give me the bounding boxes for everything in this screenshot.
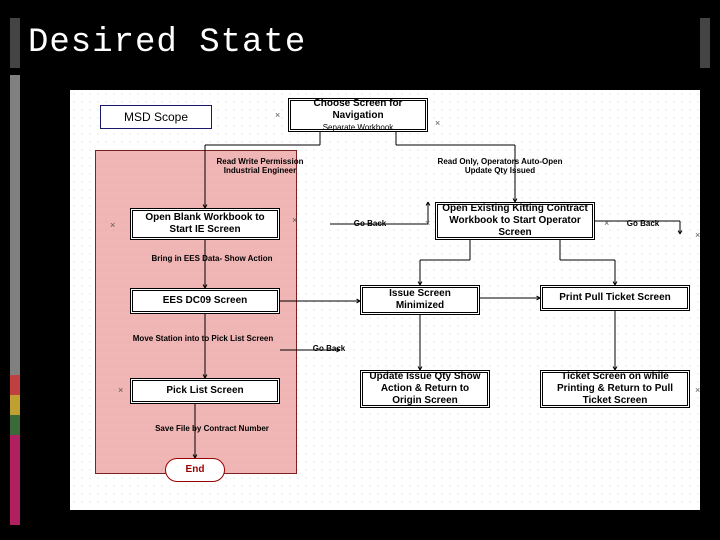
node-text: Choose Screen for Navigation: [295, 98, 421, 122]
edge-label-ro_perm: Read Only, Operators Auto-Open Update Qt…: [430, 158, 570, 176]
accent-bar: [10, 75, 20, 375]
node-text: Print Pull Ticket Screen: [547, 292, 683, 304]
edge-label-goback3: Go Back: [304, 345, 354, 354]
node-text: Update Issue Qty Show Action & Return to…: [367, 371, 483, 407]
flowchart-canvas: MSD Scope Choose Screen for NavigationSe…: [70, 90, 700, 510]
node-text: Open Existing Kitting Contract Workbook …: [442, 203, 588, 239]
node-op_open: Open Existing Kitting Contract Workbook …: [435, 202, 595, 240]
node-end: End: [165, 458, 225, 482]
node-subtext: Separate Workbook: [295, 123, 421, 133]
node-nav: Choose Screen for NavigationSeparate Wor…: [288, 98, 428, 132]
accent-bar: [10, 395, 20, 415]
node-text: Open Blank Workbook to Start IE Screen: [137, 212, 273, 236]
edge-label-goback2: Go Back: [618, 220, 668, 229]
node-text: Issue Screen Minimized: [367, 288, 473, 312]
edge-label-bring_ees: Bring in EES Data- Show Action: [142, 255, 282, 264]
node-ees: EES DC09 Screen: [130, 288, 280, 314]
edge-label-goback1: Go Back: [345, 220, 395, 229]
tick-mark: ×: [604, 218, 609, 228]
title-bar: Desired State: [10, 18, 710, 68]
tick-mark: ×: [275, 110, 280, 120]
tick-mark: ×: [695, 230, 700, 240]
tick-mark: ×: [118, 385, 123, 395]
node-print_pull: Print Pull Ticket Screen: [540, 285, 690, 311]
node-text: Ticket Screen on while Printing & Return…: [547, 371, 683, 407]
node-text: EES DC09 Screen: [137, 295, 273, 307]
tick-mark: ×: [110, 220, 115, 230]
edge-label-move_stn: Move Station into to Pick List Screen: [118, 335, 288, 344]
edge-label-rw_perm: Read Write Permission Industrial Enginee…: [210, 158, 310, 176]
node-pick_list: Pick List Screen: [130, 378, 280, 404]
node-update_iss: Update Issue Qty Show Action & Return to…: [360, 370, 490, 408]
msd-scope-label: MSD Scope: [100, 105, 212, 129]
tick-mark: ×: [292, 215, 297, 225]
accent-bar: [10, 435, 20, 525]
accent-bar: [10, 375, 20, 395]
node-text: Pick List Screen: [137, 385, 273, 397]
node-ticket_ret: Ticket Screen on while Printing & Return…: [540, 370, 690, 408]
tick-mark: ×: [695, 385, 700, 395]
node-ie_open: Open Blank Workbook to Start IE Screen: [130, 208, 280, 240]
edge-label-save_file: Save File by Contract Number: [142, 425, 282, 434]
accent-bar: [10, 415, 20, 435]
accent-bars: [10, 75, 20, 525]
tick-mark: ×: [425, 218, 430, 228]
node-text: End: [170, 464, 220, 476]
tick-mark: ×: [435, 118, 440, 128]
page-title: Desired State: [28, 24, 306, 62]
node-issue_min: Issue Screen Minimized: [360, 285, 480, 315]
